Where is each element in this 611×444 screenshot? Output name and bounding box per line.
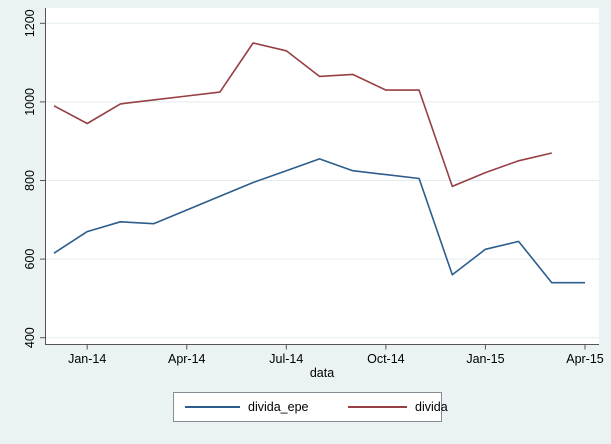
series-line-divida_epe: [53, 158, 585, 284]
legend: divida_epe divida: [173, 392, 448, 422]
legend-line-sample-divida: [348, 406, 407, 408]
x-axis-ticks: Jan-14 Apr-14 Jul-14 Oct-14 Jan-15 Apr-15: [68, 344, 604, 366]
x-tick-label: Jan-15: [466, 352, 504, 366]
series-line-divida: [53, 42, 552, 188]
y-axis-ticks: 400 600 800 1000 1200: [23, 9, 45, 348]
series-lines: [53, 42, 585, 284]
x-axis-title: data: [310, 366, 334, 380]
y-tick-label: 1000: [23, 88, 37, 116]
x-tick-label: Apr-15: [566, 352, 604, 366]
legend-label-divida: divida: [415, 400, 448, 414]
legend-label-divida_epe: divida_epe: [248, 400, 309, 414]
x-tick-label: Oct-14: [367, 352, 405, 366]
y-tick-label: 400: [23, 327, 37, 348]
x-tick-label: Jul-14: [269, 352, 303, 366]
y-tick-label: 800: [23, 170, 37, 191]
x-tick-label: Apr-14: [168, 352, 206, 366]
plot-area: [45, 8, 599, 344]
y-tick-label: 1200: [23, 9, 37, 37]
legend-line-sample-divida_epe: [185, 406, 240, 408]
y-tick-label: 600: [23, 249, 37, 270]
x-tick-label: Jan-14: [68, 352, 106, 366]
